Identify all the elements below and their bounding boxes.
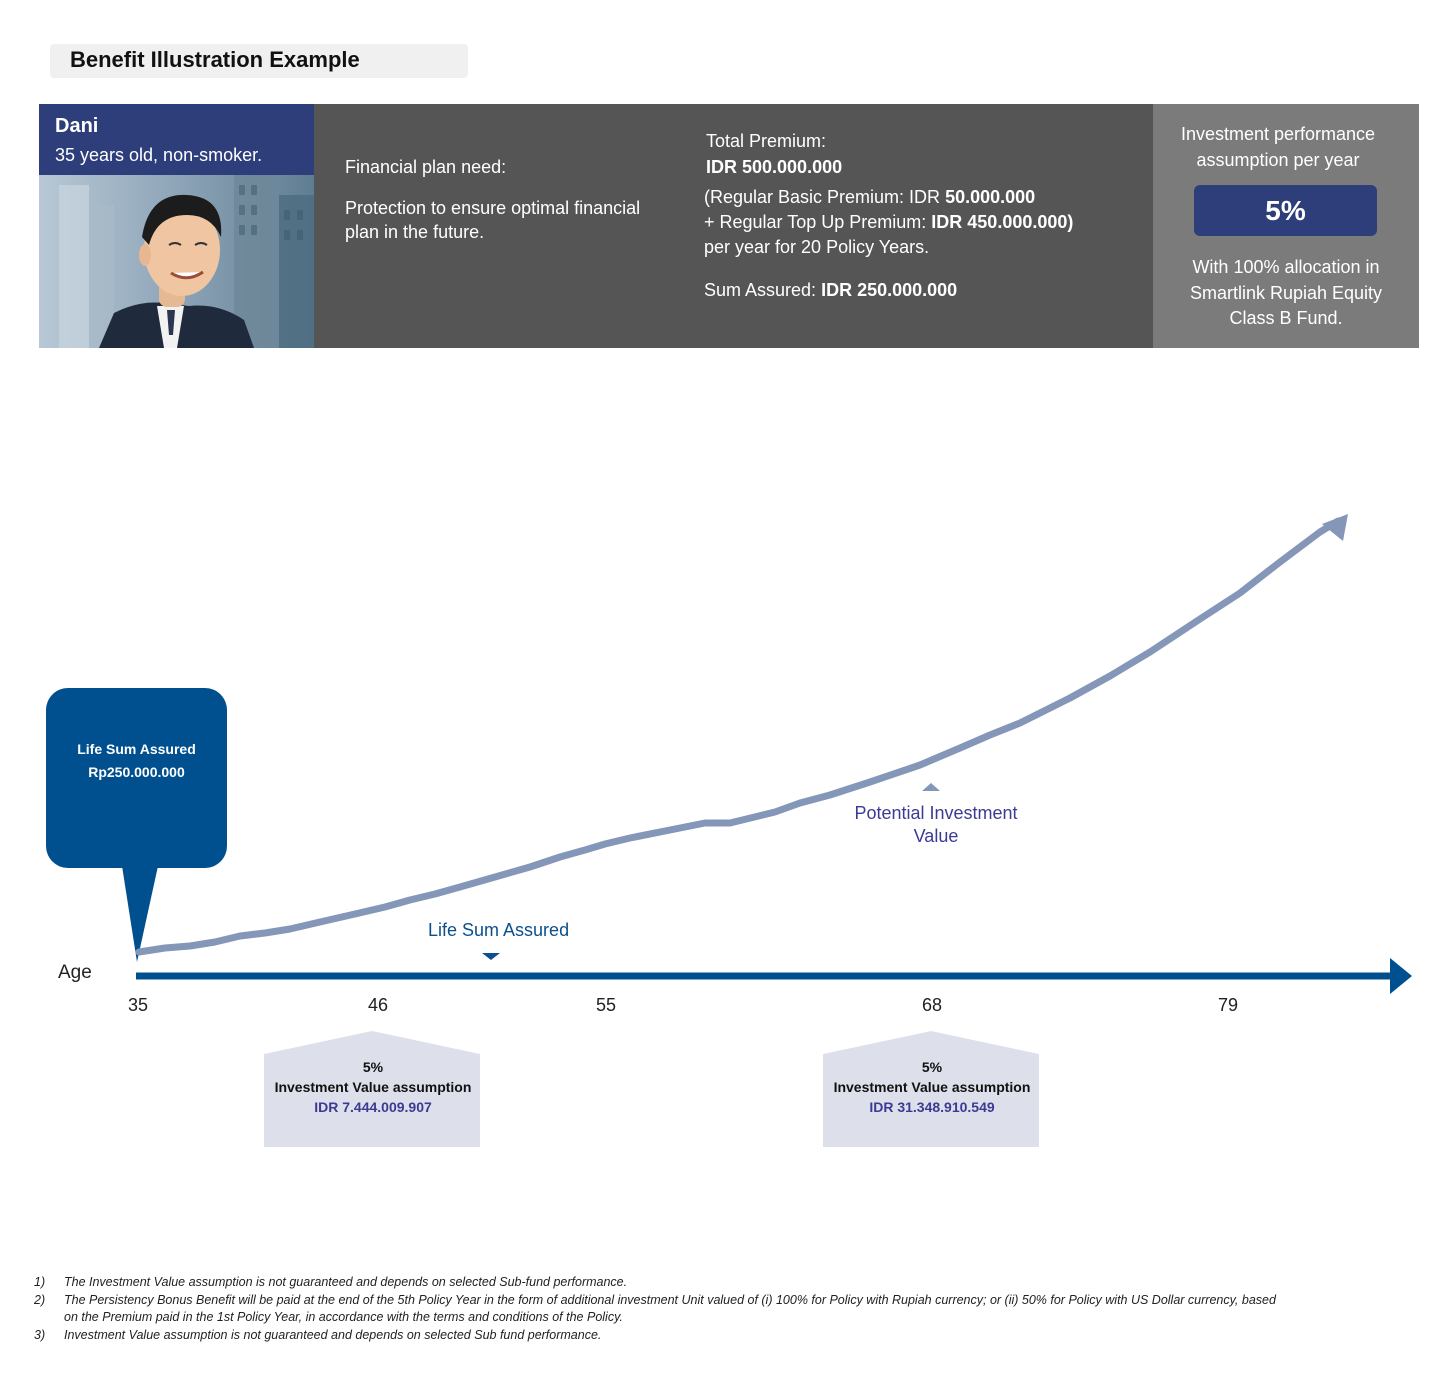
age-tick-55: 55 [595,995,617,1015]
potential-line2: Value [913,826,959,846]
life-sum-assured-bubble [46,688,227,868]
footnote-text: on the Premium paid in the 1st Policy Ye… [64,1310,623,1324]
assumption-value: IDR 7.444.009.907 [314,1099,432,1115]
footnote-2-continued: on the Premium paid in the 1st Policy Ye… [34,1309,1404,1327]
age-tick-79: 79 [1217,995,1239,1015]
assumption-age-68: 5% Investment Value assumption IDR 31.34… [823,1057,1041,1117]
footnote-number: 2) [34,1292,46,1307]
financial-need-line2: plan in the future. [345,222,485,242]
footnote-number: 1) [34,1275,46,1289]
life-sum-assured-bubble-text: Life Sum Assured Rp250.000.000 [46,738,227,784]
total-premium-value: IDR 500.000.000 [706,157,843,177]
basic-premium-line: (Regular Basic Premium: IDR 50.000.000 [704,187,1035,208]
assumption-box-age-46 [264,1031,480,1147]
assumption-box-age-68 [823,1031,1039,1147]
footnote-number: 3) [34,1327,46,1342]
plan-details-panel [314,104,1153,348]
assumption-percent: 5% [921,1059,943,1075]
person-description: 35 years old, non-smoker. [55,145,263,165]
footnote-3: 3) Investment Value assumption is not gu… [34,1327,1404,1345]
footnote-text: The Persistency Bonus Benefit will be pa… [64,1292,1276,1307]
assumption-age-46: 5% Investment Value assumption IDR 7.444… [264,1057,482,1117]
curve-arrowhead [1322,514,1348,541]
performance-label-line2: assumption per year [1196,150,1360,170]
potential-line1: Potential Investment [854,803,1018,823]
bubble-line1: Life Sum Assured [77,741,196,757]
investment-value-curve [135,517,1342,956]
person-photo-illustration [39,175,314,348]
age-axis-label: Age [58,962,92,983]
life-sum-marker [482,953,500,960]
topup-premium-line: + Regular Top Up Premium: IDR 450.000.00… [704,212,1073,233]
topup-premium-prefix: + Regular Top Up Premium: [704,212,932,232]
sum-assured-line: Sum Assured: IDR 250.000.000 [704,280,957,301]
footnote-2: 2) The Persistency Bonus Benefit will be… [34,1292,1404,1310]
footnote-1: 1) The Investment Value assumption is no… [34,1274,1404,1292]
sum-assured-label: Sum Assured: [704,280,822,300]
topup-premium-value: IDR 450.000.000) [931,212,1074,232]
title-background [50,44,468,78]
performance-percent-badge: 5% [1194,185,1377,236]
footnote-text: Investment Value assumption is not guara… [64,1327,602,1342]
page-title: Benefit Illustration Example [70,47,360,72]
person-header [39,104,314,175]
basic-premium-value: 50.000.000 [945,187,1036,207]
person-photo [39,175,314,348]
potential-investment-label: Potential Investment Value [836,802,1036,848]
allocation-line1: With 100% allocation in [1192,257,1380,277]
total-premium-label: Total Premium: [706,131,827,151]
person-name: Dani [55,115,99,137]
age-tick-46: 46 [367,995,389,1015]
allocation-line3: Class B Fund. [1229,308,1343,328]
financial-need-label: Financial plan need: [345,157,507,177]
footnote-text: The Investment Value assumption is not g… [64,1275,628,1289]
sum-assured-value: IDR 250.000.000 [821,280,958,300]
bubble-pointer [122,866,158,962]
performance-label-line1: Investment performance [1180,124,1376,144]
age-tick-35: 35 [127,995,149,1015]
assumption-value: IDR 31.348.910.549 [869,1099,995,1115]
assumption-label: Investment Value assumption [833,1079,1031,1095]
potential-value-marker [922,783,940,791]
bubble-line2: Rp250.000.000 [88,764,185,780]
allocation-line2: Smartlink Rupiah Equity [1189,283,1383,303]
assumption-label: Investment Value assumption [274,1079,472,1095]
footnotes: 1) The Investment Value assumption is no… [34,1274,1404,1344]
life-sum-assured-label: Life Sum Assured [428,920,570,940]
basic-premium-prefix: (Regular Basic Premium: IDR [704,187,946,207]
age-tick-68: 68 [921,995,943,1015]
assumption-percent: 5% [362,1059,384,1075]
age-axis-arrowhead [1390,958,1412,994]
premium-period: per year for 20 Policy Years. [704,237,930,257]
financial-need-line1: Protection to ensure optimal financial [345,198,641,218]
